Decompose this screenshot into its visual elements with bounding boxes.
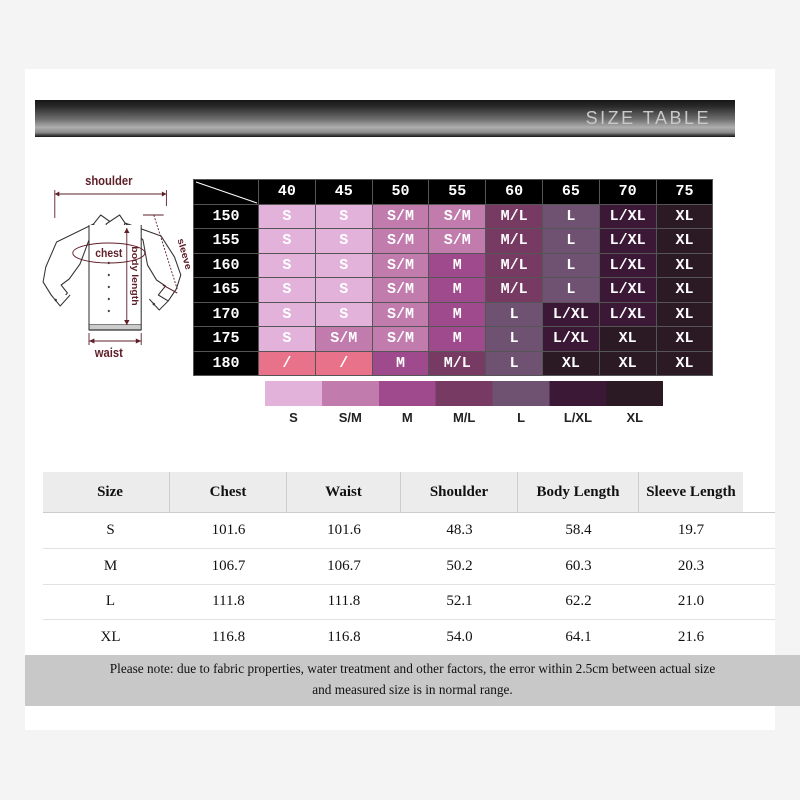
- svg-text:shoulder: shoulder: [85, 175, 133, 188]
- svg-text:body length: body length: [129, 246, 139, 305]
- svg-text:waist: waist: [94, 345, 123, 360]
- svg-text:chest: chest: [95, 248, 122, 261]
